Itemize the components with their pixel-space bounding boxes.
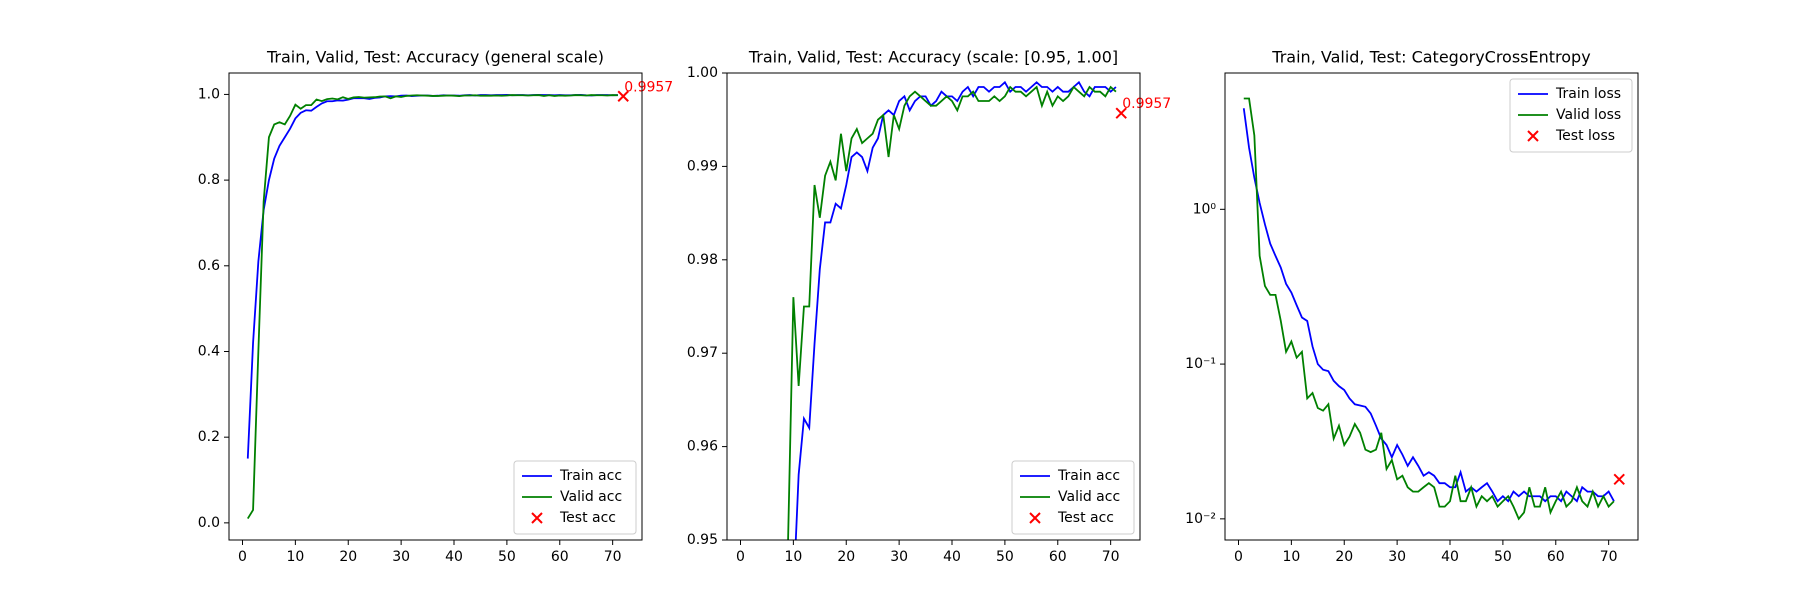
- legend: Train loss Valid loss Test loss: [1509, 78, 1633, 153]
- plot-area: [246, 93, 618, 520]
- legend: Train acc Valid acc Test acc: [1011, 460, 1135, 535]
- legend-label: Valid acc: [1058, 489, 1120, 505]
- x-tick-label: 60: [1049, 549, 1067, 565]
- x-tick-label: 30: [392, 549, 410, 565]
- legend-box: [1509, 78, 1633, 153]
- x-tick-label: 10: [1282, 549, 1300, 565]
- legend-label: Train acc: [559, 468, 622, 484]
- subplot: Train, Valid, Test: CategoryCrossEntropy…: [1185, 48, 1639, 565]
- x-tick-label: 0: [238, 549, 247, 565]
- legend-label: Valid loss: [1556, 107, 1621, 123]
- y-tick-label: 10⁰: [1193, 201, 1217, 217]
- legend-marker: [1029, 512, 1041, 524]
- y-tick-label: 0.0: [198, 515, 220, 531]
- x-tick-label: 10: [286, 549, 304, 565]
- plot-area: [787, 80, 1117, 540]
- x-tick-label: 50: [1494, 549, 1512, 565]
- legend-marker: [531, 512, 543, 524]
- x-tick-label: 0: [736, 549, 745, 565]
- x-tick-label: 50: [498, 549, 516, 565]
- axes-frame: [726, 72, 1141, 541]
- legend-label: Valid acc: [560, 489, 622, 505]
- y-tick-label: 0.4: [198, 343, 220, 359]
- chart-title: Train, Valid, Test: CategoryCrossEntropy: [1271, 48, 1590, 67]
- value-label: 0.9957: [624, 79, 673, 95]
- test-marker: [1115, 107, 1127, 119]
- legend-label: Train loss: [1555, 86, 1621, 102]
- legend-box: [1011, 460, 1135, 535]
- x-tick-label: 10: [784, 549, 802, 565]
- y-tick-label: 0.97: [687, 345, 718, 361]
- legend: Train acc Valid acc Test acc: [513, 460, 637, 535]
- x-tick-label: 0: [1234, 549, 1243, 565]
- test-marker: [1613, 473, 1625, 486]
- y-tick-label: 10⁻¹: [1185, 356, 1216, 372]
- y-tick-label: 0.95: [687, 532, 718, 548]
- y-tick-label: 0.8: [198, 172, 220, 188]
- x-tick-label: 50: [996, 549, 1014, 565]
- test-marker: [617, 90, 629, 102]
- chart-title: Train, Valid, Test: Accuracy (general sc…: [266, 48, 604, 67]
- y-tick-label: 0.99: [687, 158, 718, 174]
- plot-area: [1242, 97, 1615, 521]
- axes-frame: [228, 72, 643, 541]
- axes-frame: [1224, 72, 1639, 541]
- y-tick-label: 10⁻²: [1185, 511, 1216, 527]
- x-tick-label: 30: [890, 549, 908, 565]
- x-tick-label: 20: [837, 549, 855, 565]
- value-label: 0.9957: [1122, 96, 1171, 112]
- x-tick-label: 60: [551, 549, 569, 565]
- subplot: Train, Valid, Test: Accuracy (scale: [0.…: [687, 48, 1171, 566]
- x-tick-label: 70: [604, 549, 622, 565]
- y-tick-label: 1.0: [198, 86, 220, 102]
- series-line: [247, 94, 618, 520]
- legend-label: Test acc: [1057, 510, 1114, 526]
- legend-label: Train acc: [1057, 468, 1120, 484]
- series-line: [1243, 97, 1615, 521]
- x-tick-label: 60: [1547, 549, 1565, 565]
- y-tick-label: 0.96: [687, 439, 718, 455]
- x-tick-label: 70: [1600, 549, 1618, 565]
- x-tick-label: 40: [445, 549, 463, 565]
- y-tick-label: 0.2: [198, 429, 220, 445]
- legend-marker: [1527, 130, 1539, 142]
- x-tick-label: 70: [1102, 549, 1120, 565]
- x-tick-label: 40: [1441, 549, 1459, 565]
- series-line: [1242, 108, 1615, 503]
- y-tick-label: 0.6: [198, 258, 220, 274]
- legend-box: [513, 460, 637, 535]
- y-tick-label: 1.00: [687, 65, 718, 81]
- chart-title: Train, Valid, Test: Accuracy (scale: [0.…: [748, 48, 1118, 67]
- y-tick-label: 0.98: [687, 252, 718, 268]
- legend-label: Test loss: [1555, 128, 1615, 144]
- x-tick-label: 20: [1335, 549, 1353, 565]
- series-line: [246, 93, 618, 459]
- x-tick-label: 20: [339, 549, 357, 565]
- x-tick-label: 40: [943, 549, 961, 565]
- series-line: [787, 85, 1117, 540]
- legend-label: Test acc: [559, 510, 616, 526]
- x-tick-label: 30: [1388, 549, 1406, 565]
- subplot: Train, Valid, Test: Accuracy (general sc…: [198, 48, 673, 566]
